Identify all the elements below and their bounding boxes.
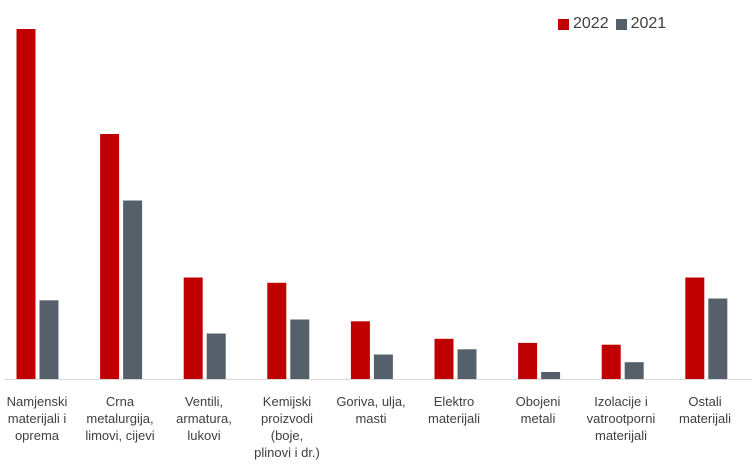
- x-tick-label: Obojeni metali: [515, 394, 561, 426]
- bar-2022-1: [100, 134, 120, 379]
- bar-2022-8: [685, 277, 705, 379]
- bars-group: [16, 29, 728, 380]
- x-tick-label: Elektro materijali: [427, 394, 480, 426]
- legend-label-2021: 2021: [630, 15, 667, 32]
- x-tick-label: Izolacije i vatrootporni materijali: [586, 394, 656, 443]
- x-tick-label: Goriva, ulja, masti: [336, 394, 406, 426]
- bar-2021-8: [708, 298, 728, 379]
- bar-2022-5: [434, 338, 454, 380]
- legend-item-2022: 2022: [558, 15, 609, 33]
- bar-2021-4: [373, 354, 393, 379]
- legend-label-2022: 2022: [573, 15, 609, 32]
- legend-swatch-2022: [558, 18, 569, 30]
- x-tick-label: Ostali materijali: [678, 394, 731, 426]
- bar-2022-2: [183, 277, 203, 379]
- x-tick-label: Namjenski materijali i oprema: [6, 394, 68, 443]
- legend-item-2021: 2021: [615, 15, 667, 33]
- bar-2022-0: [16, 29, 36, 379]
- x-tick-label: Crna metalurgija, limovi, cijevi: [85, 394, 155, 443]
- bar-2021-1: [123, 200, 143, 379]
- bar-2021-5: [457, 349, 477, 380]
- legend-swatch-2021: [615, 18, 627, 30]
- bar-2021-3: [290, 319, 310, 379]
- bar-2022-3: [267, 282, 287, 380]
- legend: 2022 2021: [558, 15, 673, 33]
- x-tick-label: Kemijski proizvodi (boje, plinovi i dr.): [254, 394, 320, 460]
- bar-2022-4: [350, 321, 370, 380]
- bar-2021-2: [206, 333, 226, 379]
- bar-2021-7: [624, 362, 644, 379]
- bar-2021-6: [541, 372, 561, 379]
- bar-2022-6: [518, 342, 538, 379]
- bar-2021-0: [39, 300, 59, 380]
- x-tick-label: Ventili, armatura, lukovi: [176, 394, 232, 443]
- bar-2022-7: [601, 344, 621, 379]
